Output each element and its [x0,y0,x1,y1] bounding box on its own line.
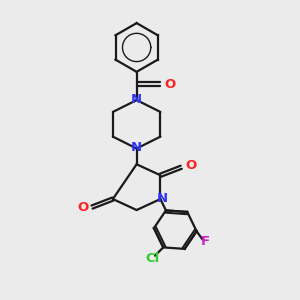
Text: N: N [131,141,142,154]
Text: N: N [131,93,142,106]
Text: N: N [156,192,167,205]
Text: O: O [165,77,176,91]
Text: O: O [185,159,196,172]
Text: Cl: Cl [146,252,160,265]
Text: F: F [201,235,210,248]
Text: O: O [77,201,88,214]
